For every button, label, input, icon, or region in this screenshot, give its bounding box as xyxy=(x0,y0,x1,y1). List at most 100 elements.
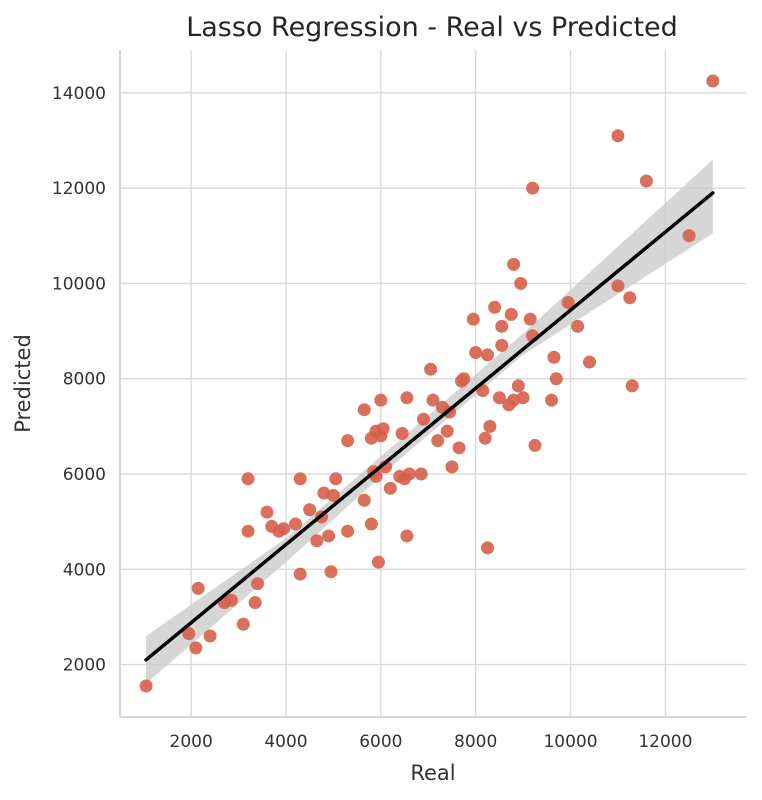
x-tick-label: 10000 xyxy=(543,732,597,752)
data-point xyxy=(374,393,388,407)
points-group xyxy=(139,74,720,693)
data-point xyxy=(326,488,340,502)
data-point xyxy=(547,350,561,364)
data-point xyxy=(322,529,336,543)
y-tick-label: 4000 xyxy=(63,560,106,580)
data-point xyxy=(400,529,414,543)
data-point xyxy=(504,307,518,321)
x-tick-label: 4000 xyxy=(264,732,307,752)
data-point xyxy=(469,346,483,360)
data-point xyxy=(357,493,371,507)
data-point xyxy=(625,379,639,393)
data-point xyxy=(224,593,238,607)
data-point xyxy=(440,424,454,438)
y-tick-label: 6000 xyxy=(63,465,106,485)
data-point xyxy=(383,481,397,495)
data-point xyxy=(511,379,525,393)
data-point xyxy=(357,403,371,417)
data-point xyxy=(611,279,625,293)
data-point xyxy=(260,505,274,519)
fit-line xyxy=(144,191,715,662)
data-point xyxy=(324,565,338,579)
x-tick-label: 2000 xyxy=(170,732,213,752)
data-point xyxy=(623,291,637,305)
data-point xyxy=(341,524,355,538)
fit-line-group xyxy=(144,191,715,662)
data-point xyxy=(395,427,409,441)
data-point xyxy=(514,276,528,290)
data-point xyxy=(483,419,497,433)
data-point xyxy=(507,257,521,271)
y-tick-label: 14000 xyxy=(52,84,106,104)
data-point xyxy=(526,181,540,195)
y-tick-label: 8000 xyxy=(63,370,106,390)
data-point xyxy=(495,319,509,333)
data-point xyxy=(414,467,428,481)
data-point xyxy=(445,460,459,474)
data-point xyxy=(452,441,466,455)
y-tick-label: 10000 xyxy=(52,274,106,294)
data-point xyxy=(478,431,492,445)
data-point xyxy=(241,524,255,538)
data-point xyxy=(277,522,291,536)
x-tick-labels: 2000 4000 6000 8000 10000 12000 xyxy=(170,732,693,752)
data-point xyxy=(528,438,542,452)
data-point xyxy=(417,412,431,426)
data-point xyxy=(549,372,563,386)
y-tick-labels: 2000 4000 6000 8000 10000 12000 14000 xyxy=(52,84,106,676)
data-point xyxy=(611,129,625,143)
data-point xyxy=(523,312,537,326)
grid xyxy=(120,50,746,717)
data-point xyxy=(706,74,720,88)
data-point xyxy=(481,348,495,362)
data-point xyxy=(457,372,471,386)
data-point xyxy=(431,434,445,448)
data-point xyxy=(488,300,502,314)
data-point xyxy=(310,534,324,548)
data-point xyxy=(400,391,414,405)
data-point xyxy=(424,362,438,376)
data-point xyxy=(682,229,696,243)
data-point xyxy=(236,617,250,631)
data-point xyxy=(293,567,307,581)
y-tick-label: 2000 xyxy=(63,656,106,676)
data-point xyxy=(583,355,596,369)
data-point xyxy=(203,629,217,643)
x-tick-label: 12000 xyxy=(638,732,692,752)
data-point xyxy=(139,679,153,693)
data-point xyxy=(481,541,495,555)
data-point xyxy=(476,384,490,398)
x-tick-label: 6000 xyxy=(359,732,402,752)
data-point xyxy=(571,319,585,333)
data-point xyxy=(402,467,416,481)
data-point xyxy=(639,174,653,188)
data-point xyxy=(241,472,255,486)
data-point xyxy=(182,627,196,641)
data-point xyxy=(303,503,317,517)
data-point xyxy=(288,517,302,531)
data-point xyxy=(426,393,440,407)
data-point xyxy=(248,596,262,610)
x-axis-label: Real xyxy=(410,761,455,785)
data-point xyxy=(516,391,530,405)
data-point xyxy=(251,577,265,591)
data-point xyxy=(371,555,385,569)
data-point xyxy=(329,472,343,486)
y-axis-label: Predicted xyxy=(11,334,35,433)
data-point xyxy=(364,517,378,531)
data-point xyxy=(561,296,575,310)
data-point xyxy=(293,472,307,486)
chart-title: Lasso Regression - Real vs Predicted xyxy=(186,12,678,43)
data-point xyxy=(495,338,509,352)
data-point xyxy=(492,391,506,405)
data-point xyxy=(341,434,355,448)
axis-spines xyxy=(119,50,746,718)
data-point xyxy=(376,422,390,436)
data-point xyxy=(189,641,203,655)
data-point xyxy=(466,312,480,326)
y-tick-label: 12000 xyxy=(52,179,106,199)
x-tick-label: 8000 xyxy=(454,732,497,752)
data-point xyxy=(545,393,559,407)
